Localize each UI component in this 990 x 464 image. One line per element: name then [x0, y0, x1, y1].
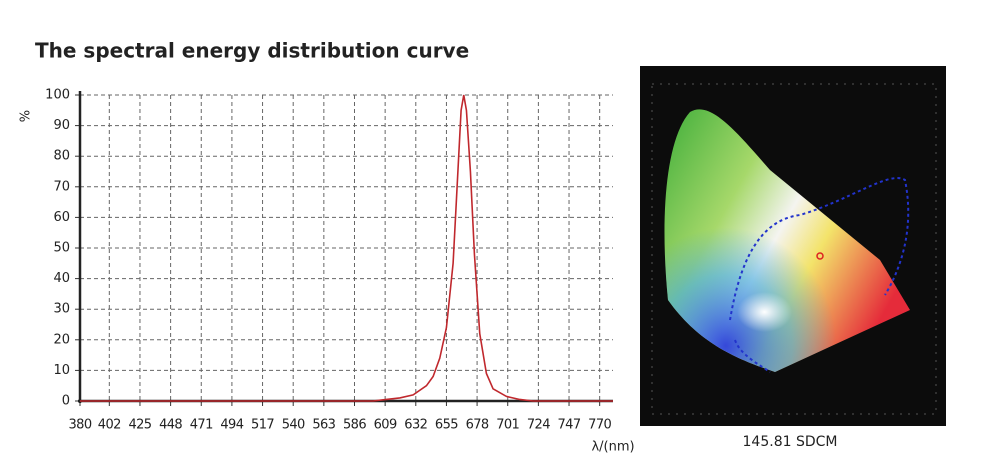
x-tick-label: 402 [98, 418, 121, 433]
y-axis-label: % [19, 110, 34, 122]
x-tick-label: 425 [128, 418, 151, 433]
x-tick-label: 380 [68, 418, 91, 433]
x-tick-label: 678 [466, 418, 489, 433]
x-axis-label: λ/(nm) [591, 440, 634, 455]
chart-title: The spectral energy distribution curve [35, 39, 469, 63]
x-tick-label: 632 [404, 418, 427, 433]
y-tick-label: 100 [45, 88, 70, 103]
y-tick-label: 80 [53, 149, 70, 164]
x-tick-label: 540 [282, 418, 305, 433]
planckian-locus [729, 177, 910, 321]
plot-area: 0 10 20 30 40 50 60 70 80 90 100 380 402 425 448 471 494… [45, 88, 613, 433]
x-tick-label: 471 [190, 418, 213, 433]
x-tick-label: 494 [220, 418, 243, 433]
y-tick-label: 10 [53, 363, 70, 378]
y-tick-label: 70 [53, 179, 70, 194]
x-tick-label: 724 [527, 418, 550, 433]
x-tick-label: 770 [588, 418, 611, 433]
x-tick-label: 655 [435, 418, 458, 433]
diagram-frame [651, 83, 937, 415]
x-tick-label: 586 [343, 418, 366, 433]
y-tick-label: 30 [53, 302, 70, 317]
x-tick-label: 563 [312, 418, 335, 433]
x-tick-label: 701 [496, 418, 519, 433]
y-tick-label: 60 [53, 210, 70, 225]
cie-diagram [640, 66, 946, 426]
y-tick-label: 0 [62, 394, 70, 409]
x-tick-label: 747 [558, 418, 581, 433]
series-line [80, 94, 613, 402]
y-tick-label: 90 [53, 118, 70, 133]
x-tick-label: 517 [251, 418, 274, 433]
y-tick-label: 40 [53, 271, 70, 286]
measure-point [816, 252, 824, 260]
x-tick-label: 448 [159, 418, 182, 433]
y-tick-label: 20 [53, 332, 70, 347]
locus-extension [734, 339, 771, 373]
white-point [715, 260, 825, 340]
y-tick-label: 50 [53, 241, 70, 256]
image-caption: 145.81 SDCM [743, 434, 838, 450]
x-tick-label: 609 [374, 418, 397, 433]
